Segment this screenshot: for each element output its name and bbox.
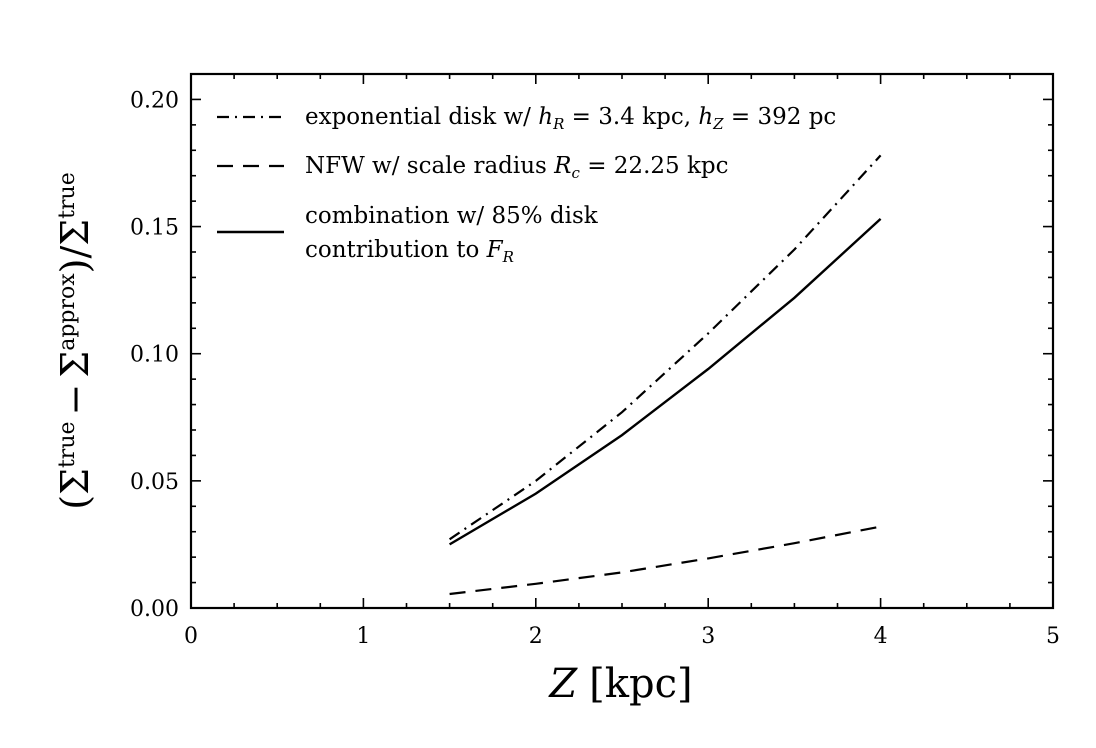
x-tick-label: 1	[356, 624, 370, 649]
tick-labels: 0 1 2 3 4 5 0.00 0.05 0.10 0.15 0.20	[130, 88, 1060, 649]
y-tick-label: 0.10	[130, 343, 179, 368]
y-tick-label: 0.05	[130, 470, 179, 495]
legend: exponential disk w/ hR = 3.4 kpc, hZ = 3…	[217, 104, 836, 266]
x-tick-label: 4	[874, 624, 888, 649]
legend-label-exponential-disk: exponential disk w/ hR = 3.4 kpc, hZ = 3…	[305, 104, 836, 133]
y-tick-label: 0.15	[130, 216, 179, 241]
y-axis-label: (Σtrue−Σapprox)/Σtrue	[53, 172, 97, 509]
legend-label-combination-line1: combination w/ 85% disk	[305, 203, 599, 229]
legend-label-nfw: NFW w/ scale radius Rc = 22.25 kpc	[305, 153, 729, 182]
axis-ticks	[190, 73, 1054, 609]
legend-label-combination-line2: contribution to FR	[305, 237, 514, 266]
x-tick-label: 2	[529, 624, 543, 649]
series-layer	[448, 154, 882, 596]
y-tick-label: 0.20	[130, 88, 179, 113]
series-line-exponential-disk	[448, 154, 882, 541]
x-tick-label: 5	[1046, 624, 1060, 649]
series-line-combination	[448, 218, 882, 546]
series-line-nfw	[449, 525, 881, 596]
x-tick-label: 3	[701, 624, 715, 649]
y-tick-label: 0.00	[130, 597, 179, 622]
x-tick-label: 0	[184, 624, 198, 649]
x-axis-label: Z [kpc]	[547, 661, 692, 707]
